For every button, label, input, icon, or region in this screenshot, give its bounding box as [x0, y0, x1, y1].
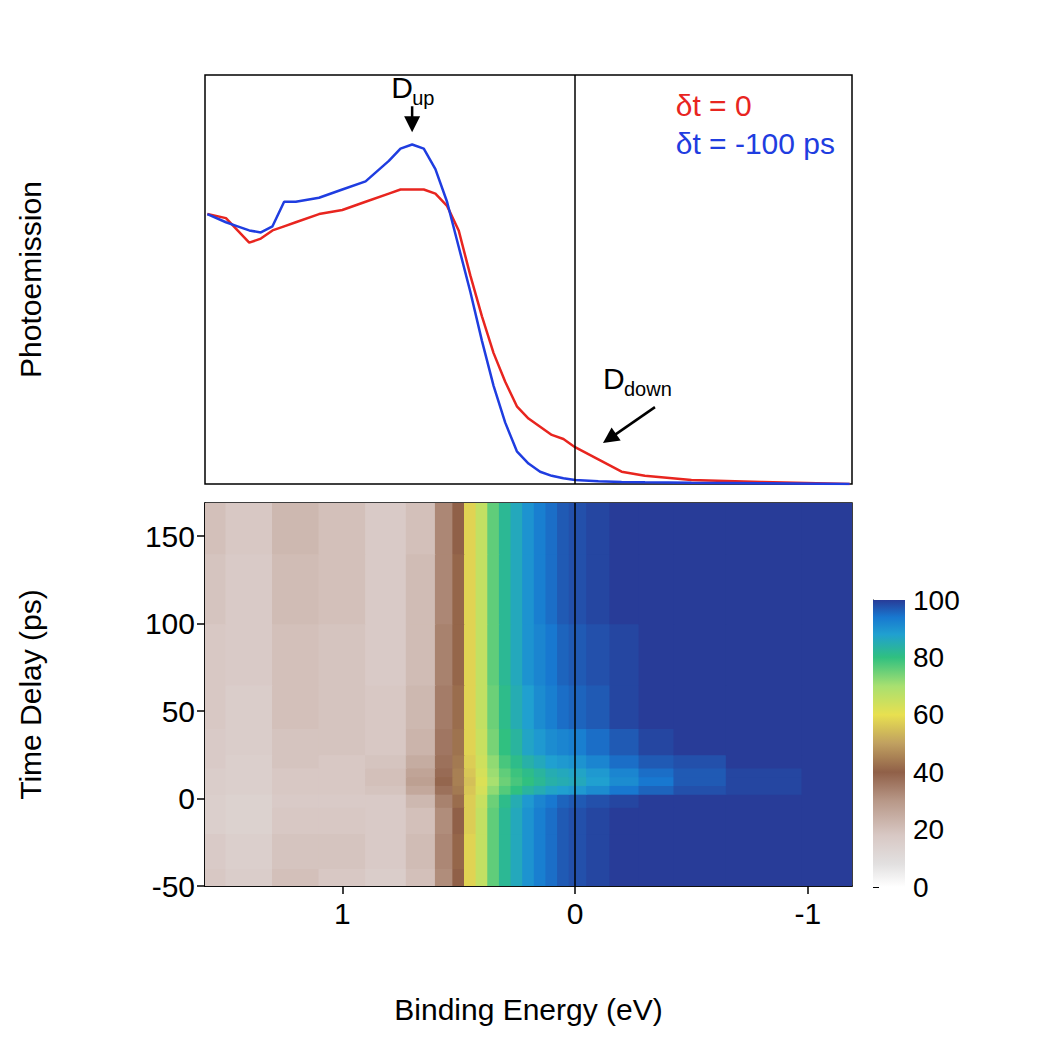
- svg-text:0: 0: [567, 897, 584, 930]
- svg-text:100: 100: [145, 607, 195, 640]
- svg-text:50: 50: [162, 695, 195, 728]
- svg-text:100: 100: [913, 585, 960, 616]
- svg-text:down: down: [624, 378, 672, 400]
- svg-text:60: 60: [913, 699, 944, 730]
- svg-text:-1: -1: [794, 897, 821, 930]
- svg-text:Photoemission: Photoemission: [14, 181, 47, 378]
- svg-text:δt = -100 ps: δt = -100 ps: [676, 127, 835, 160]
- svg-text:δt = 0: δt = 0: [676, 89, 752, 122]
- svg-text:80: 80: [913, 642, 944, 673]
- svg-text:Binding Energy (eV): Binding Energy (eV): [394, 993, 662, 1026]
- svg-text:up: up: [412, 87, 434, 109]
- svg-text:0: 0: [178, 782, 195, 815]
- svg-text:-50: -50: [152, 870, 195, 903]
- svg-text:40: 40: [913, 757, 944, 788]
- svg-text:D: D: [391, 71, 413, 104]
- svg-text:Time Delay (ps): Time Delay (ps): [14, 589, 47, 800]
- svg-text:150: 150: [145, 520, 195, 553]
- svg-text:0: 0: [913, 872, 929, 903]
- svg-text:D: D: [603, 362, 625, 395]
- svg-text:20: 20: [913, 814, 944, 845]
- svg-text:1: 1: [334, 897, 351, 930]
